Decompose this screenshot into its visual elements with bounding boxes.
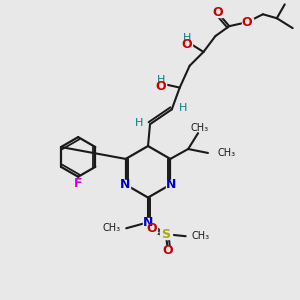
Text: O: O [163, 244, 173, 256]
Bar [143, 218, 153, 227]
Bar [120, 180, 130, 189]
Text: H: H [157, 75, 165, 85]
Bar [73, 179, 84, 188]
Text: O: O [242, 16, 252, 29]
Bar [167, 180, 176, 189]
Bar [181, 40, 192, 50]
Bar [212, 8, 223, 17]
Text: H: H [178, 103, 187, 113]
Text: H: H [182, 33, 191, 43]
Text: CH₃: CH₃ [218, 148, 236, 158]
Text: O: O [212, 6, 223, 19]
Bar [242, 18, 253, 27]
Text: O: O [147, 222, 157, 235]
Text: H: H [135, 118, 143, 128]
Text: CH₃: CH₃ [192, 231, 210, 241]
Text: CH₃: CH₃ [191, 123, 209, 133]
Text: CH₃: CH₃ [102, 223, 120, 233]
Bar [162, 246, 173, 254]
Bar [182, 35, 192, 43]
Text: N: N [143, 216, 153, 229]
Text: O: O [156, 80, 166, 93]
Bar [156, 77, 166, 85]
Text: N: N [166, 178, 176, 191]
Text: F: F [74, 177, 82, 190]
Bar [160, 229, 172, 239]
Text: N: N [119, 178, 130, 191]
Text: S: S [161, 228, 170, 241]
Bar [155, 82, 166, 91]
Bar [146, 224, 158, 233]
Text: O: O [181, 38, 192, 52]
